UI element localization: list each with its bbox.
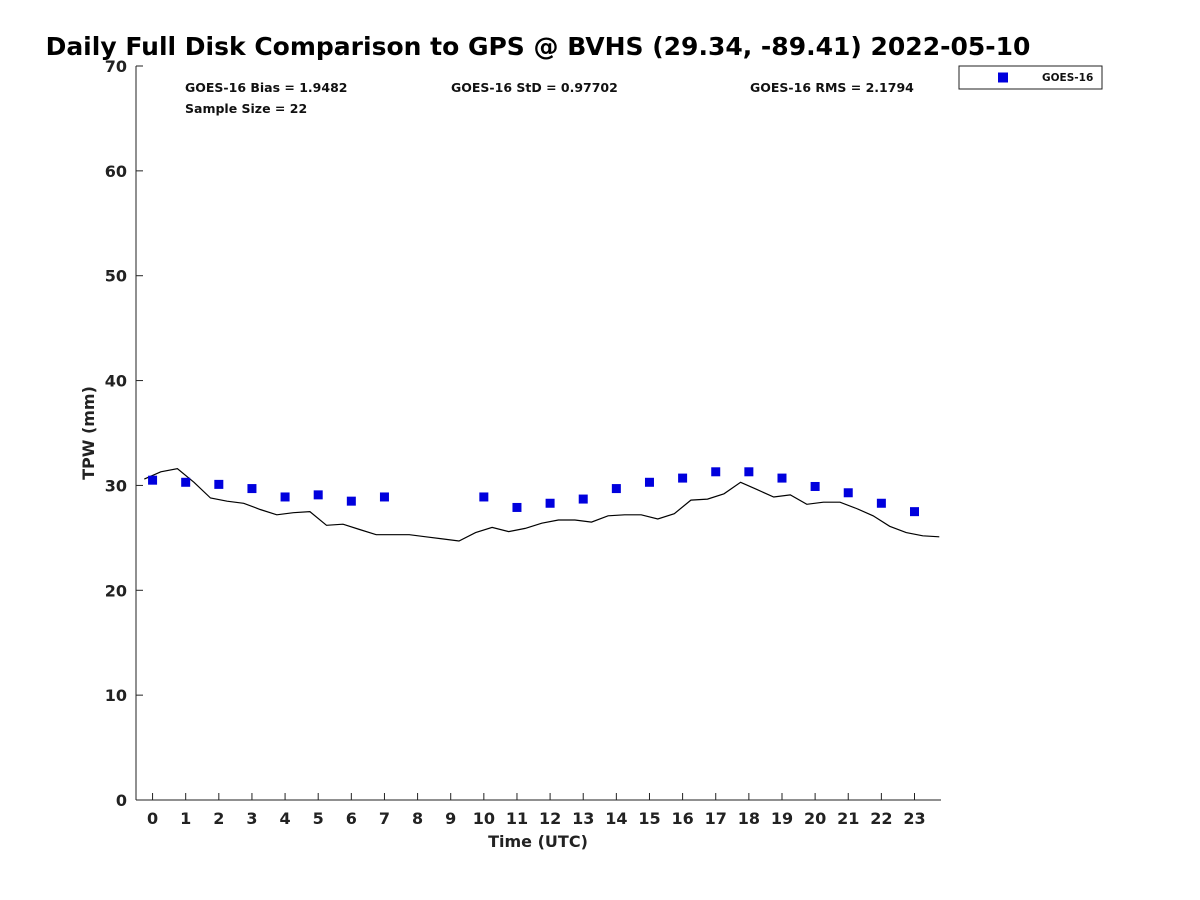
- goes16-point: [744, 467, 754, 477]
- goes16-point: [313, 490, 323, 500]
- goes16-point: [379, 492, 389, 502]
- x-tick-label: 19: [771, 809, 793, 828]
- goes16-point: [346, 496, 356, 506]
- axes: [135, 66, 941, 801]
- y-tick-label: 60: [105, 162, 127, 181]
- goes16-point: [711, 467, 721, 477]
- goes16-point: [843, 488, 853, 498]
- x-tick-label: 15: [638, 809, 660, 828]
- y-tick-label: 30: [105, 476, 127, 495]
- goes16-point: [876, 498, 886, 508]
- bias-stat: GOES-16 Bias = 1.9482: [185, 80, 347, 95]
- x-tick-label: 8: [412, 809, 423, 828]
- goes16-point: [644, 477, 654, 487]
- y-tick-label: 10: [105, 686, 127, 705]
- x-tick-label: 16: [671, 809, 693, 828]
- plot-area: [144, 467, 940, 542]
- y-tick-label: 70: [105, 57, 127, 76]
- chart-title: Daily Full Disk Comparison to GPS @ BVHS…: [46, 32, 1031, 61]
- y-axis-label: TPW (mm): [79, 386, 98, 480]
- y-tick-label: 50: [105, 267, 127, 286]
- x-tick-label: 4: [280, 809, 291, 828]
- goes16-point: [512, 502, 522, 512]
- x-ticks: 0 1 2 3 4 5 6 7 8 9 10 11 12 13 14 15 16 17 18 19 20 21 22 23: [147, 793, 926, 828]
- sample-size-stat: Sample Size = 22: [185, 101, 307, 116]
- goes16-point: [810, 481, 820, 491]
- x-tick-label: 11: [506, 809, 528, 828]
- rms-stat: GOES-16 RMS = 2.1794: [750, 80, 914, 95]
- y-tick-label: 20: [105, 581, 127, 600]
- std-stat: GOES-16 StD = 0.97702: [451, 80, 618, 95]
- x-tick-label: 18: [738, 809, 760, 828]
- goes16-point: [214, 479, 224, 489]
- x-tick-label: 22: [870, 809, 892, 828]
- x-tick-label: 20: [804, 809, 826, 828]
- legend: GOES-16: [958, 65, 1103, 90]
- x-tick-label: 17: [705, 809, 727, 828]
- x-tick-label: 14: [605, 809, 627, 828]
- goes16-point: [181, 477, 191, 487]
- goes16-point: [280, 492, 290, 502]
- legend-marker-goes16: [998, 72, 1008, 83]
- x-tick-label: 23: [903, 809, 925, 828]
- y-tick-label: 40: [105, 372, 127, 391]
- x-tick-label: 3: [246, 809, 257, 828]
- goes16-point: [479, 492, 489, 502]
- x-tick-label: 6: [346, 809, 357, 828]
- x-tick-label: 12: [539, 809, 561, 828]
- x-tick-label: 21: [837, 809, 859, 828]
- goes16-point: [247, 484, 257, 494]
- x-tick-label: 0: [147, 809, 158, 828]
- x-tick-label: 2: [213, 809, 224, 828]
- x-tick-label: 10: [473, 809, 495, 828]
- legend-box: [958, 65, 1103, 90]
- goes16-point: [909, 507, 919, 517]
- goes16-point: [148, 475, 158, 485]
- goes16-point: [777, 473, 787, 483]
- goes16-point: [678, 473, 688, 483]
- x-tick-label: 9: [445, 809, 456, 828]
- gps-line: [144, 468, 940, 542]
- x-tick-label: 5: [313, 809, 324, 828]
- goes16-point: [545, 498, 555, 508]
- legend-label-goes16: GOES-16: [1042, 72, 1093, 84]
- goes16-point: [578, 494, 588, 504]
- goes16-point: [611, 484, 621, 494]
- y-ticks: 0 10 20 30 40 50 60 70: [105, 57, 143, 810]
- x-tick-label: 13: [572, 809, 594, 828]
- x-axis-label: Time (UTC): [488, 832, 588, 851]
- x-tick-label: 1: [180, 809, 191, 828]
- y-tick-label: 0: [116, 791, 127, 810]
- x-tick-label: 7: [379, 809, 390, 828]
